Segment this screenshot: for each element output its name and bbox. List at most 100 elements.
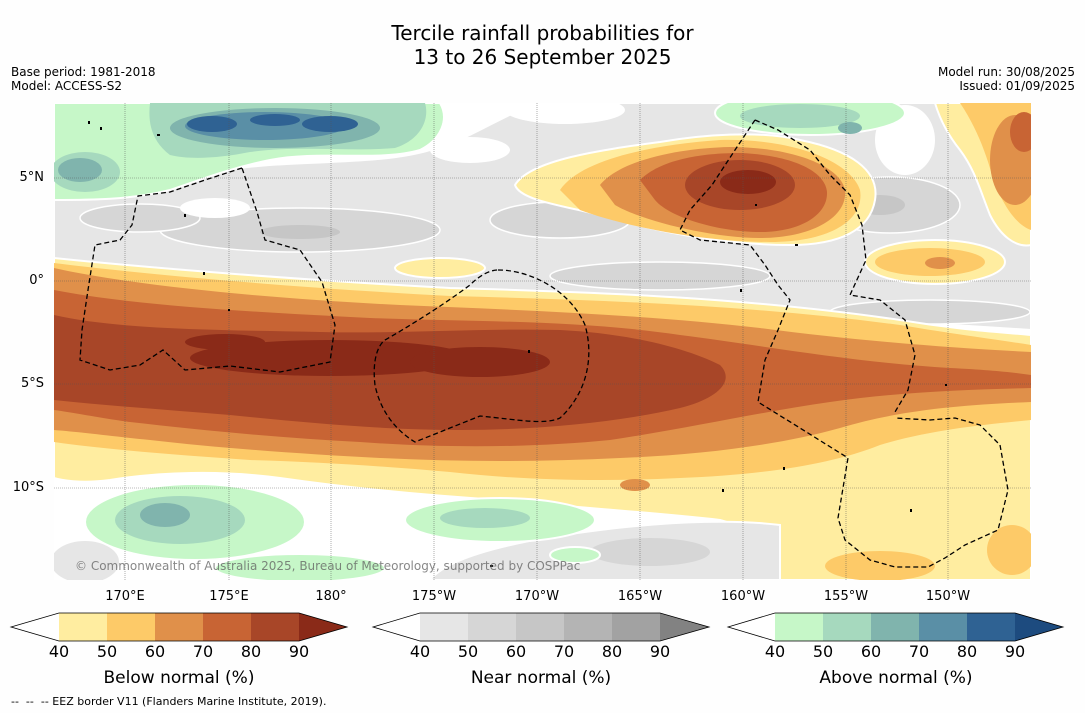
colorbar-tick: 70 [553, 642, 575, 661]
eez-border-note: -- -- -- EEZ border V11 (Flanders Marine… [11, 695, 327, 708]
island [783, 467, 785, 470]
colorbar-tick: 60 [505, 642, 527, 661]
eez-borders [79, 119, 1009, 568]
graticule [54, 103, 1031, 580]
above-normal-area [740, 104, 860, 128]
lat-label: 10°S [12, 480, 44, 495]
above-normal-area [838, 122, 862, 134]
below-normal-area [410, 347, 550, 377]
probability-map [54, 103, 1031, 580]
above-normal-area [440, 508, 530, 528]
colorbar-segment [203, 613, 251, 641]
colorbar-segment [919, 613, 967, 641]
neutral-area [505, 103, 625, 124]
below-normal-area [394, 257, 486, 279]
island [528, 350, 530, 353]
map-title-line-2: 13 to 26 September 2025 [413, 45, 672, 69]
lon-label: 155°W [823, 589, 869, 604]
lat-label: 0° [29, 273, 44, 288]
near-normal-area [54, 539, 121, 580]
above-normal-layer [54, 103, 906, 201]
island [755, 204, 757, 206]
colorbar-tick: 60 [860, 642, 882, 661]
colorbar-segment [420, 613, 468, 641]
model-text: Model: ACCESS-S2 [11, 79, 123, 93]
colorbar-tick: 90 [649, 642, 671, 661]
eez-border [79, 167, 336, 373]
colorbar-tick: 40 [48, 642, 70, 661]
near-normal-area [260, 225, 340, 239]
colorbar-tick: 50 [96, 642, 118, 661]
colorbar-tick: 60 [144, 642, 166, 661]
colorbar-title-below-normal: Below normal (%) [103, 668, 255, 688]
island [795, 244, 798, 246]
below-normal-area [825, 551, 935, 580]
neutral-area [180, 198, 250, 218]
lon-label: 170°W [514, 589, 560, 604]
island [740, 289, 742, 292]
below-normal-area [185, 334, 265, 350]
colorbar-under-triangle [728, 613, 775, 641]
colorbar-segment [251, 613, 299, 641]
colorbar-title-above-normal: Above normal (%) [819, 668, 973, 688]
colorbar-tick: 50 [457, 642, 479, 661]
map-title-line-1: Tercile rainfall probabilities for [391, 21, 694, 45]
island [722, 489, 724, 492]
above-normal-area [214, 553, 386, 580]
lon-label: 150°W [925, 589, 971, 604]
colorbar-segment [516, 613, 564, 641]
colorbar-above-normal [726, 612, 1065, 642]
colorbar-tick: 80 [240, 642, 262, 661]
colorbar-tick: 80 [956, 642, 978, 661]
lat-label: 5°N [19, 170, 45, 185]
model-run-text: Model run: 30/08/2025 [937, 65, 1075, 79]
colorbar-segment [107, 613, 155, 641]
eez-border [679, 119, 1009, 568]
lon-label: 175°W [411, 589, 457, 604]
eez-border [373, 269, 590, 443]
colorbar-segment [468, 613, 516, 641]
colorbar-over-triangle [660, 613, 709, 641]
colorbars [9, 612, 1065, 642]
colorbar-tick: 70 [192, 642, 214, 661]
above-normal-area [302, 116, 358, 132]
island [490, 565, 493, 567]
island [184, 214, 186, 217]
lat-label: 5°S [20, 376, 44, 391]
coastline-islands [88, 121, 947, 567]
above-normal-area [250, 114, 300, 126]
near-normal-area [549, 261, 771, 291]
colorbar-near-normal [371, 612, 711, 642]
colorbar-under-triangle [11, 613, 59, 641]
below-normal-area [925, 257, 955, 269]
colorbar-under-triangle [373, 613, 420, 641]
base-period-text: Base period: 1981-2018 [11, 65, 156, 79]
near-normal-area [590, 538, 710, 566]
neutral-area [430, 137, 510, 163]
island [157, 134, 160, 136]
colorbar-tick: 90 [1004, 642, 1026, 661]
colorbar-segment [871, 613, 919, 641]
above-normal-area [187, 116, 237, 132]
colorbar-segment [564, 613, 612, 641]
colorbar-tick: 90 [288, 642, 310, 661]
colorbar-tick: 50 [812, 642, 834, 661]
colorbar-segment [967, 613, 1015, 641]
colorbar-tick: 70 [908, 642, 930, 661]
above-normal-area [140, 503, 190, 527]
colorbar-tick: 40 [409, 642, 431, 661]
island [945, 384, 947, 386]
island [910, 509, 912, 512]
colorbar-outline [371, 612, 711, 642]
colorbar-over-triangle [299, 613, 347, 641]
issued-text: Issued: 01/09/2025 [959, 79, 1075, 93]
copyright-text: © Commonwealth of Australia 2025, Bureau… [75, 559, 581, 573]
below-normal-area [987, 525, 1031, 575]
lon-label: 160°W [720, 589, 766, 604]
below-normal-area [720, 170, 776, 194]
colorbar-segment [823, 613, 871, 641]
southern-layer [54, 483, 781, 580]
near-normal-area [79, 203, 201, 233]
lon-label: 175°E [209, 589, 249, 604]
below-normal-layer [54, 103, 1031, 580]
